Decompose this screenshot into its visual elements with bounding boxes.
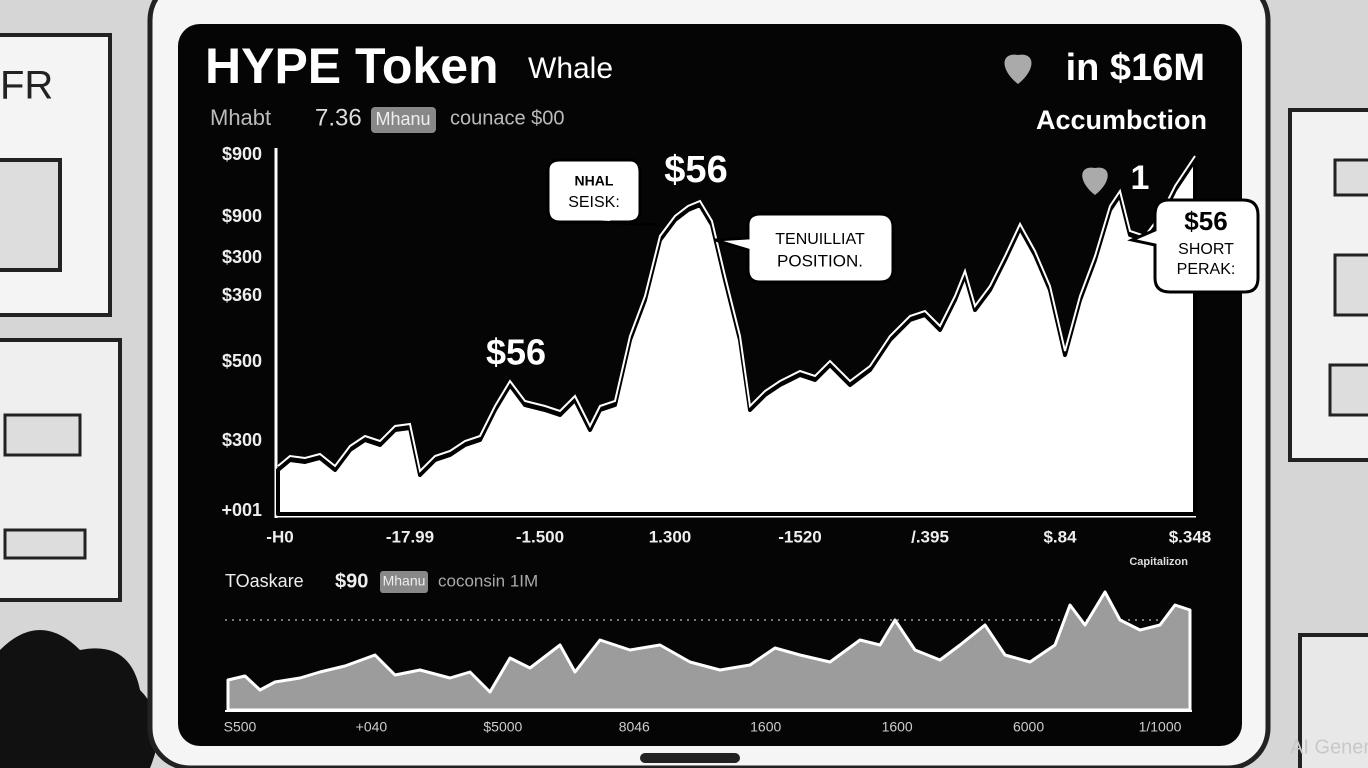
price-line-outline <box>277 155 1196 474</box>
y-label: $500 <box>222 351 262 371</box>
bubble-text: SHORT <box>1178 241 1234 258</box>
peak-label: $56 <box>664 149 727 191</box>
monitor-button <box>640 753 740 763</box>
y-label: $300 <box>222 247 262 267</box>
volume-area <box>226 590 1192 712</box>
left-panel-text: FR <box>0 64 53 108</box>
bubble-text: TENUILLIAT <box>775 231 865 248</box>
x-label: -H0 <box>266 527 293 546</box>
title: HYPE Token <box>205 38 499 94</box>
right-box-2 <box>1333 253 1368 317</box>
left-icon <box>0 158 62 272</box>
plant <box>0 630 158 768</box>
right-box-3 <box>1328 363 1368 417</box>
x-label: $.348 <box>1169 527 1212 546</box>
sub-chip: Mhanu <box>383 573 426 589</box>
bubble-text: POSITION. <box>777 251 863 270</box>
sub-value: $90 <box>335 570 368 592</box>
left-panel-2 <box>0 338 122 602</box>
x-label: $.84 <box>1043 527 1077 546</box>
corner-label: Capitalizon <box>1129 556 1188 568</box>
watermark: AI Generated <box>1290 736 1368 758</box>
stat-label: Mhabt <box>210 105 271 130</box>
badge: in $16M <box>1066 47 1205 89</box>
x-label: -17.99 <box>386 527 434 546</box>
left-box <box>3 413 82 457</box>
caption: Accumbction <box>1036 105 1207 135</box>
bubble <box>714 212 895 284</box>
y-label: +001 <box>221 500 262 520</box>
x-label: -1.500 <box>516 527 564 546</box>
stat-value: 7.36 <box>315 104 362 131</box>
sub-label: TOaskare <box>225 571 304 591</box>
peak-label: $56 <box>486 332 546 373</box>
bubble-text: $56 <box>1184 206 1227 236</box>
y-label: $900 <box>222 144 262 164</box>
heart-icon <box>1082 167 1108 195</box>
y-label: $300 <box>222 430 262 450</box>
marker-label: 1 <box>1131 159 1150 197</box>
x-label: -1520 <box>778 527 821 546</box>
sub-x-label: 1/1000 <box>1139 719 1182 735</box>
bubble-text: NHAL <box>575 173 614 189</box>
sub-x-label: 1600 <box>750 719 781 735</box>
sub-x-label: $5000 <box>483 719 522 735</box>
left-box-2 <box>3 528 87 560</box>
sub-x-label: +040 <box>356 719 388 735</box>
sub-x-label: 1600 <box>882 719 913 735</box>
heart-icon <box>1004 54 1032 84</box>
subtitle: Whale <box>528 52 613 85</box>
sub-chip-bg <box>380 571 428 593</box>
sub-x-label: 8046 <box>619 719 650 735</box>
right-box <box>1333 158 1368 197</box>
right-object <box>1298 633 1368 768</box>
x-label: 1.300 <box>649 527 692 546</box>
sub-extra: coconsin 1IM <box>438 571 538 590</box>
stat-chip: Mhanu <box>375 109 430 129</box>
bubble <box>1127 198 1260 294</box>
x-label: /.395 <box>911 527 949 546</box>
stat-chip-bg <box>371 107 436 133</box>
y-label: $900 <box>222 206 262 226</box>
sub-x-label: S500 <box>224 719 257 735</box>
y-label: $360 <box>222 285 262 305</box>
bubble-text: PERAK: <box>1177 261 1236 278</box>
sub-x-label: 6000 <box>1013 719 1044 735</box>
stat-extra: counace $00 <box>450 107 565 129</box>
bubble-text: SEISK: <box>568 194 620 211</box>
bubble <box>546 158 661 227</box>
